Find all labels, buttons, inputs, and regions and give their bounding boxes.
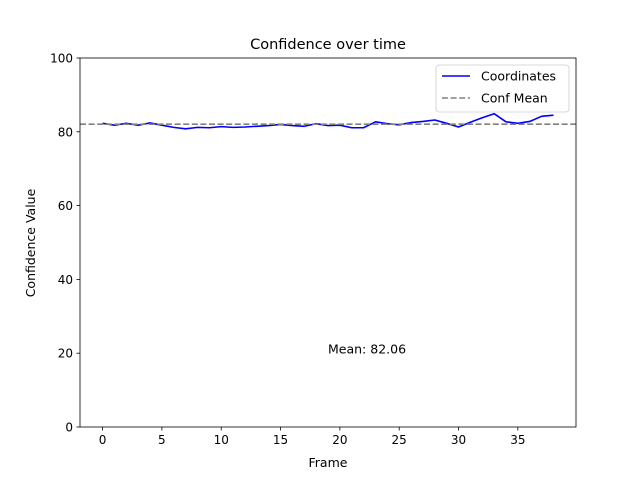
x-tick-label: 30 — [451, 433, 466, 447]
x-tick-label: 15 — [273, 433, 288, 447]
axes: 0 5 10 15 20 25 30 35 0 20 40 60 80 100 — [50, 52, 577, 447]
y-tick-label: 100 — [50, 52, 73, 66]
y-axis-label: Confidence Value — [23, 188, 38, 297]
y-tick-label: 0 — [65, 421, 73, 435]
series-line — [102, 112, 554, 130]
legend: Coordinates Conf Mean — [435, 64, 570, 113]
x-tick-label: 5 — [158, 433, 166, 447]
x-tick-label: 10 — [214, 433, 229, 447]
y-tick-label: 60 — [58, 199, 73, 213]
y-tick-label: 20 — [58, 347, 73, 361]
legend-label: Conf Mean — [481, 91, 548, 106]
y-tick-label: 80 — [58, 125, 73, 139]
x-tick-label: 20 — [332, 433, 347, 447]
x-tick-label: 35 — [510, 433, 525, 447]
plot-area: Mean: 82.06 — [80, 112, 576, 357]
x-axis-label: Frame — [309, 455, 348, 470]
axes-frame — [79, 57, 577, 428]
y-tick-label: 40 — [58, 273, 73, 287]
legend-label: Coordinates — [481, 69, 556, 84]
mean-annotation: Mean: 82.06 — [328, 342, 406, 357]
x-tick-label: 0 — [99, 433, 107, 447]
x-tick-label: 25 — [392, 433, 407, 447]
chart-title: Confidence over time — [250, 37, 406, 53]
